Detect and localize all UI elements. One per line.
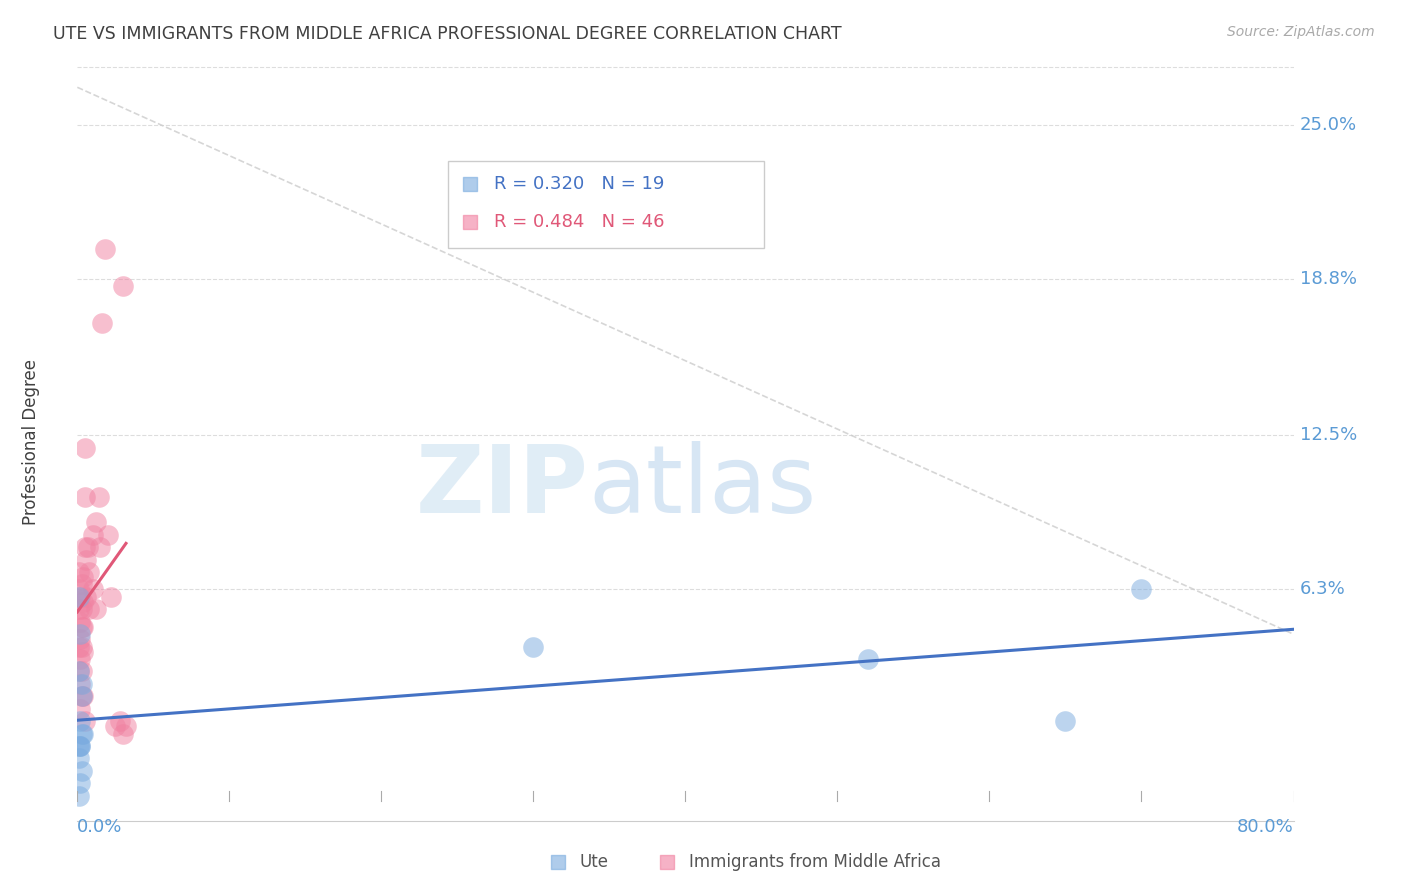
Point: [67, 789, 90, 803]
Point: [69, 615, 91, 629]
Point: [73, 491, 96, 505]
Point: [72, 595, 94, 609]
Point: [90, 317, 112, 331]
Text: Ute: Ute: [579, 854, 609, 871]
Text: 80.0%: 80.0%: [1237, 818, 1294, 836]
Point: [70, 665, 93, 679]
Point: [70, 690, 93, 704]
Point: [69, 677, 91, 691]
Point: [97, 528, 120, 542]
Point: [108, 714, 131, 729]
Point: [803, 876, 825, 890]
Point: [100, 590, 122, 604]
Point: [115, 719, 138, 733]
Point: [75, 590, 97, 604]
Point: [67, 665, 90, 679]
Point: [70, 677, 93, 691]
Text: Immigrants from Middle Africa: Immigrants from Middle Africa: [689, 854, 941, 871]
Point: [70, 690, 93, 704]
Point: [67, 640, 90, 654]
Point: [69, 739, 91, 753]
Point: [79, 602, 101, 616]
Point: [69, 632, 91, 647]
Text: Professional Degree: Professional Degree: [22, 359, 41, 524]
Point: [67, 602, 90, 616]
Point: [72, 726, 94, 740]
Point: [70, 726, 93, 740]
Text: 12.5%: 12.5%: [1299, 426, 1357, 444]
Point: [72, 690, 94, 704]
Text: 6.3%: 6.3%: [1299, 581, 1346, 599]
Text: ZIP: ZIP: [415, 441, 588, 533]
Point: [70, 764, 93, 778]
Point: [89, 540, 111, 554]
Text: 25.0%: 25.0%: [1299, 116, 1357, 134]
Point: [93, 242, 115, 256]
Point: [79, 565, 101, 579]
Point: [73, 714, 96, 729]
Point: [87, 491, 110, 505]
Point: [69, 702, 91, 716]
Point: [69, 776, 91, 790]
Text: UTE VS IMMIGRANTS FROM MIDDLE AFRICA PROFESSIONAL DEGREE CORRELATION CHART: UTE VS IMMIGRANTS FROM MIDDLE AFRICA PRO…: [53, 25, 842, 43]
FancyBboxPatch shape: [449, 161, 765, 248]
Point: [69, 652, 91, 666]
Text: R = 0.320   N = 19: R = 0.320 N = 19: [495, 175, 665, 193]
Text: R = 0.484   N = 46: R = 0.484 N = 46: [495, 212, 665, 231]
Point: [84, 602, 107, 616]
Point: [67, 565, 90, 579]
Point: [70, 577, 93, 591]
Point: [522, 640, 544, 654]
Text: Source: ZipAtlas.com: Source: ZipAtlas.com: [1227, 25, 1375, 39]
Point: [82, 582, 104, 597]
Point: [72, 570, 94, 584]
Point: [69, 590, 91, 604]
Point: [111, 279, 134, 293]
Point: [72, 644, 94, 658]
Point: [67, 582, 90, 597]
Point: [69, 714, 91, 729]
Point: [111, 726, 134, 740]
Text: 18.8%: 18.8%: [1299, 269, 1357, 288]
Point: [666, 876, 689, 890]
Point: [70, 620, 93, 634]
Point: [104, 719, 127, 733]
Text: 0.0%: 0.0%: [77, 818, 122, 836]
Point: [75, 552, 97, 566]
Point: [67, 739, 90, 753]
Point: [69, 739, 91, 753]
Point: [72, 620, 94, 634]
Point: [77, 540, 100, 554]
Point: [67, 590, 90, 604]
Point: [82, 528, 104, 542]
Point: [73, 441, 96, 455]
Point: [73, 540, 96, 554]
Point: [1130, 582, 1153, 597]
Point: [70, 602, 93, 616]
Text: atlas: atlas: [588, 441, 817, 533]
Point: [67, 665, 90, 679]
Point: [67, 751, 90, 765]
Point: [69, 627, 91, 641]
Point: [70, 640, 93, 654]
Point: [84, 516, 107, 530]
Point: [1054, 714, 1077, 729]
Point: [856, 652, 879, 666]
